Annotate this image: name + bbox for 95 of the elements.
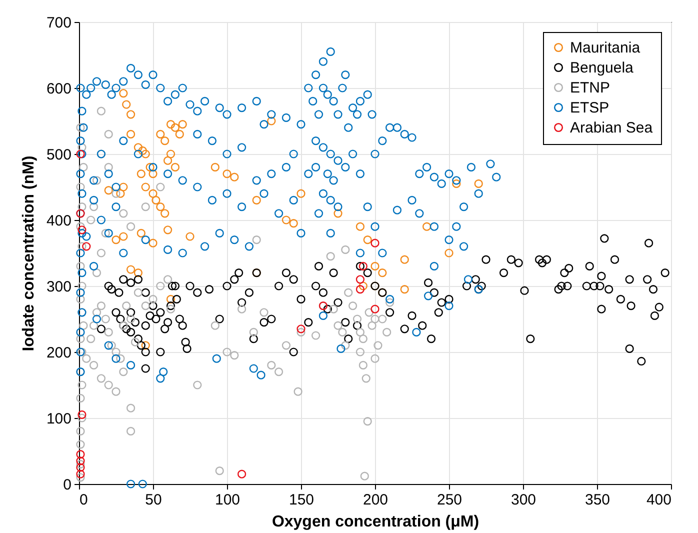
point [363,236,372,244]
point [230,172,239,182]
point [170,162,180,172]
y-tick-label: 700 [46,14,72,32]
point [160,136,170,146]
point [126,265,136,274]
point [146,162,154,172]
point [116,189,125,198]
point [358,282,368,290]
point [134,143,143,152]
point [370,238,380,248]
point [400,285,409,294]
point [148,238,158,248]
point [334,209,342,218]
point [78,226,86,234]
y-tick-label: 300 [46,278,72,296]
point [82,242,91,251]
point [356,285,365,294]
point [267,116,276,126]
point [378,268,387,278]
point [296,189,306,198]
x-tick-label: 300 [510,492,536,508]
y-tick-label: 600 [46,80,72,98]
point [156,202,165,212]
point [163,156,172,165]
point [119,232,128,241]
point [76,450,85,459]
point [141,182,150,192]
point [282,216,291,224]
point [104,186,113,195]
point [175,130,184,138]
y-tick-label: 500 [46,146,72,164]
point [422,222,432,231]
point [141,341,150,350]
point [370,304,380,314]
point [444,248,454,258]
point [136,170,146,178]
point [76,470,85,478]
point [156,130,165,138]
x-tick-label: 200 [362,492,388,508]
point [358,262,368,270]
point [166,294,176,304]
point [166,150,176,158]
point [210,162,220,172]
y-tick-label: 100 [46,410,72,428]
legend-label: Benguela [570,60,634,76]
point [400,255,409,264]
x-tick-label: 250 [436,492,462,508]
x-tick-label: 0 [80,492,88,508]
point [141,150,150,158]
point [119,88,128,98]
x-tick-label: 350 [584,492,610,508]
point [452,179,461,188]
point [152,196,160,204]
point [163,226,172,234]
x-tick-label: 150 [288,492,314,508]
point [126,110,136,119]
point [289,219,298,228]
point [76,456,85,466]
y-axis-title: Iodate concentration (nM) [20,156,38,352]
point [178,120,187,129]
point [126,130,136,138]
point [160,209,170,218]
y-tick-label: 400 [46,212,72,230]
point [134,268,143,278]
point [76,463,85,472]
point [148,170,158,178]
point [370,262,380,270]
x-tick-label: 50 [145,492,162,508]
point [296,324,306,334]
point [474,179,483,188]
legend-label: Mauritania [570,40,641,56]
point [78,410,86,419]
point [112,236,120,244]
legend-label: Arabian Sea [570,120,654,136]
point [237,470,246,478]
point [252,196,261,204]
point [119,182,128,192]
y-tick-label: 200 [46,344,72,362]
point [170,123,180,132]
x-tick-label: 400 [646,492,672,508]
point [356,275,365,284]
point [356,222,365,231]
point [148,189,158,198]
legend-label: ETNP [570,80,610,96]
point [166,120,176,129]
y-tick-label: 0 [63,476,72,494]
point [138,146,147,155]
legend-label: ETSP [570,100,610,116]
point [136,228,146,238]
point [186,232,194,241]
point [122,100,131,109]
point [222,170,232,178]
x-axis-title: Oxygen concentration (μM) [272,514,480,530]
x-tick-label: 100 [214,492,240,508]
